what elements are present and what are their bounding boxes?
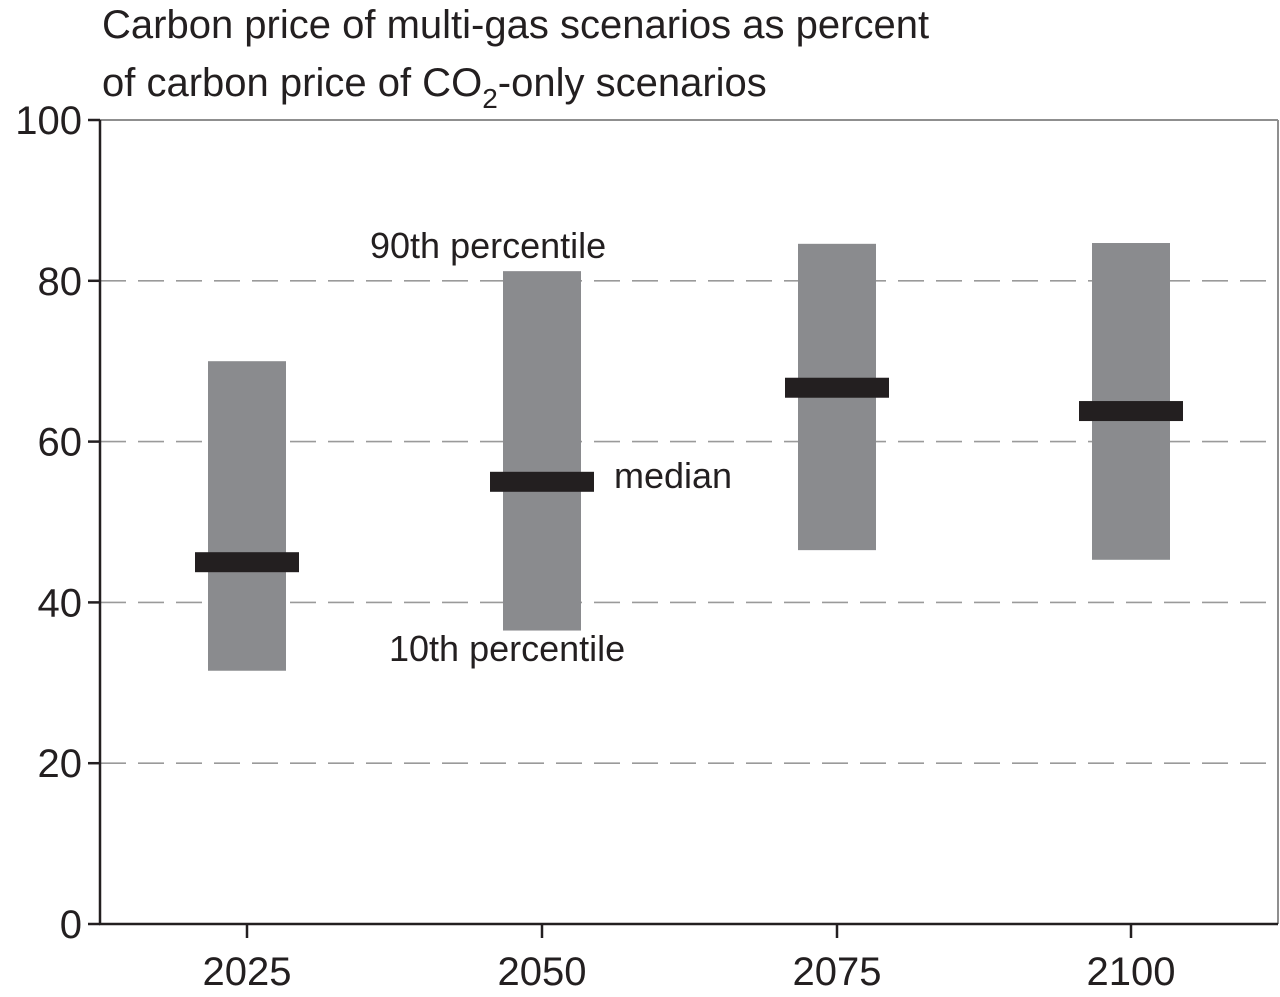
y-tick-label-40: 40 [38,581,83,625]
range-bar-2025 [208,361,286,671]
axes [98,120,1278,926]
chart-title: Carbon price of multi-gas scenarios as p… [102,3,929,114]
x-tick-label-2075: 2075 [793,950,882,994]
y-tick-label-20: 20 [38,742,83,786]
x-tick-label-2100: 2100 [1087,950,1176,994]
chart-title-line-1: Carbon price of multi-gas scenarios as p… [102,3,929,47]
median-marker-2025 [195,552,299,573]
x-axis-ticks: 2025 2050 2075 2100 [203,924,1176,994]
annotation-median: median [614,455,732,496]
x-tick-label-2025: 2025 [203,950,292,994]
median-marker-2050 [490,471,594,492]
plot-frame [100,119,1279,924]
y-axis-ticks: 0 20 40 60 80 100 [15,99,100,947]
chart-title-line-2-pre: of carbon price of CO [102,61,482,105]
y-tick-label-0: 0 [60,903,82,947]
gridlines [100,279,1278,765]
median-marker-2075 [785,377,889,398]
annotation-10th-percentile: 10th percentile [389,628,625,669]
x-tick-label-2050: 2050 [498,950,587,994]
chart-title-subscript: 2 [482,83,498,114]
y-tick-label-60: 60 [38,421,83,465]
y-tick-label-100: 100 [15,99,82,143]
annotations: 90th percentile median 10th percentile [370,225,732,669]
range-bar-2050 [503,271,581,631]
y-tick-label-80: 80 [38,260,83,304]
median-markers [195,377,1183,573]
annotation-90th-percentile: 90th percentile [370,225,606,266]
median-marker-2100 [1079,401,1183,422]
chart-title-line-2-post: -only scenarios [498,61,767,105]
chart-title-line-2: of carbon price of CO2-only scenarios [102,61,767,114]
